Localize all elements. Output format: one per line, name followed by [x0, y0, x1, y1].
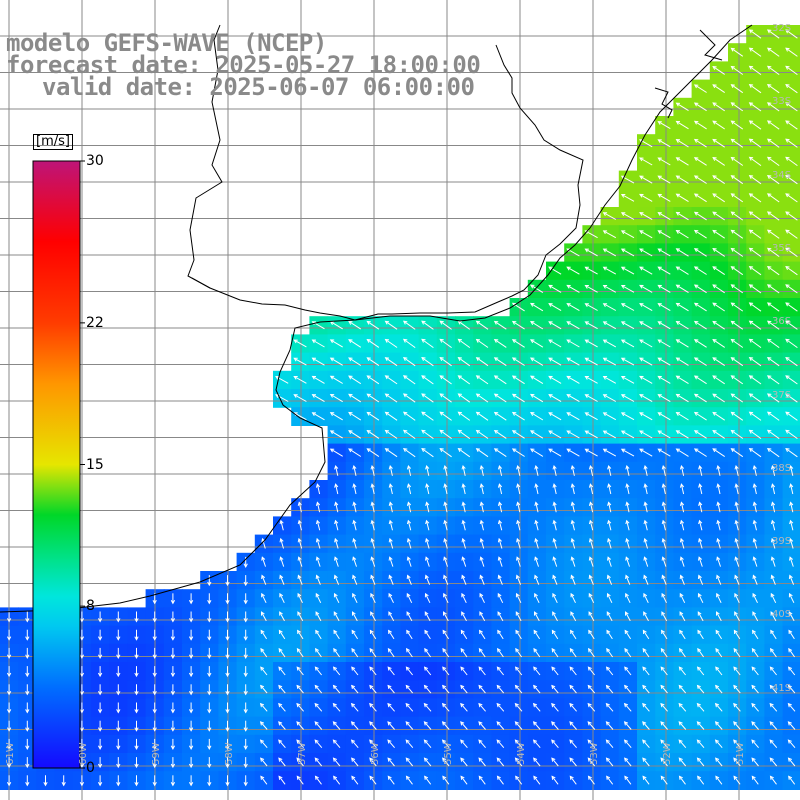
longitude-label: 51W [736, 742, 746, 765]
title-valid-date: valid date: 2025-06-07 06:00:00 [42, 75, 474, 99]
colorbar-tick-label: 8 [86, 599, 95, 613]
colorbar-scale [33, 161, 80, 768]
longitude-label: 54W [517, 742, 527, 765]
latitude-label: 37S [772, 391, 791, 401]
latitude-label: 36S [772, 317, 791, 327]
latitude-label: 41S [772, 684, 791, 694]
colorbar [33, 161, 85, 768]
latitude-label: 32S [772, 24, 791, 34]
longitude-label: 55W [444, 742, 454, 765]
longitude-label: 61W [6, 742, 16, 765]
latitude-label: 40S [772, 610, 791, 620]
longitude-label: 59W [152, 742, 162, 765]
longitude-label: 56W [371, 742, 381, 765]
latitude-label: 33S [772, 97, 791, 107]
colorbar-unit: [m/s] [33, 134, 73, 150]
colorbar-tick-label: 15 [86, 458, 104, 472]
longitude-label: 52W [663, 742, 673, 765]
latitude-label: 35S [772, 244, 791, 254]
rio-de-la-plata-coast [192, 278, 392, 320]
latitude-label: 34S [772, 171, 791, 181]
longitude-label: 57W [298, 742, 308, 765]
colorbar-tick-label: 22 [86, 316, 104, 330]
longitude-label: 60W [79, 742, 89, 765]
colorbar-tick-label: 30 [86, 154, 104, 168]
latitude-label: 38S [772, 464, 791, 474]
latitude-label: 39S [772, 537, 791, 547]
longitude-label: 58W [225, 742, 235, 765]
lagoon-outline [700, 30, 722, 60]
longitude-label: 53W [590, 742, 600, 765]
